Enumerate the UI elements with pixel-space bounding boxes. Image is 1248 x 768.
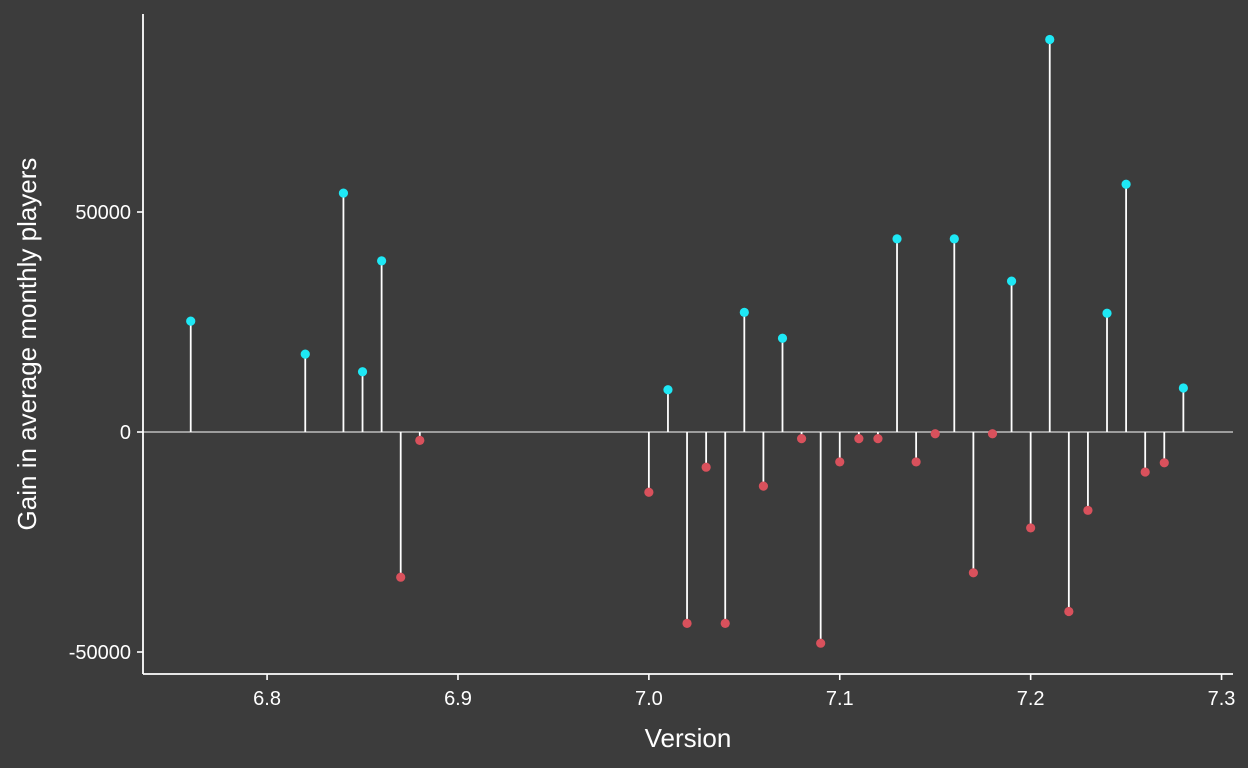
axes-layer: [142, 14, 1233, 675]
data-point-18: [854, 434, 864, 444]
data-point-10: [701, 462, 711, 472]
data-point-31: [1102, 308, 1112, 318]
data-point-16: [816, 638, 826, 648]
data-point-28: [1045, 34, 1055, 45]
x-tick-label-2: 7.0: [635, 688, 663, 710]
data-point-29: [1064, 606, 1074, 617]
x-axis-title: Version: [645, 723, 732, 753]
x-tick-label-1: 6.9: [444, 688, 472, 710]
data-point-17: [835, 457, 845, 467]
data-point-21: [911, 457, 921, 467]
data-point-12: [739, 307, 749, 317]
data-point-25: [987, 429, 998, 439]
y-tick-label-2: 50000: [75, 202, 131, 224]
data-point-9: [682, 618, 692, 629]
y-tick-label-0: -50000: [69, 642, 131, 664]
data-point-23: [949, 234, 959, 244]
data-point-6: [415, 435, 425, 445]
data-point-32: [1121, 179, 1131, 189]
points-layer: [186, 34, 1188, 648]
x-ticks-layer: 6.8 6.9 7.0 7.1 7.2 7.3: [253, 674, 1235, 710]
x-tick-label-5: 7.3: [1208, 688, 1236, 710]
data-point-22: [930, 429, 940, 439]
data-point-7: [644, 487, 654, 497]
data-point-1: [300, 349, 310, 359]
data-point-35: [1178, 383, 1188, 393]
data-point-0: [186, 316, 196, 326]
data-point-30: [1083, 505, 1093, 515]
data-point-20: [892, 234, 902, 244]
x-tick-label-4: 7.2: [1017, 688, 1045, 710]
y-ticks-layer: -50000 0 50000: [69, 202, 143, 664]
data-point-15: [796, 434, 807, 444]
y-axis-title: Gain in average monthly players: [12, 158, 42, 531]
data-point-34: [1159, 458, 1169, 468]
data-point-3: [357, 367, 368, 377]
data-point-5: [396, 572, 406, 582]
data-point-24: [968, 568, 978, 578]
data-point-11: [720, 618, 730, 629]
data-point-26: [1006, 276, 1017, 286]
stems-layer: [189, 39, 1185, 644]
data-point-27: [1026, 523, 1036, 533]
data-point-8: [663, 385, 673, 395]
data-point-4: [377, 256, 387, 266]
data-point-2: [338, 188, 349, 198]
data-point-33: [1140, 467, 1150, 477]
x-tick-label-0: 6.8: [253, 688, 281, 710]
data-point-19: [873, 434, 883, 444]
data-point-14: [777, 333, 788, 343]
x-tick-label-3: 7.1: [826, 688, 854, 710]
data-point-13: [758, 481, 769, 491]
y-tick-label-1: 0: [120, 422, 131, 444]
